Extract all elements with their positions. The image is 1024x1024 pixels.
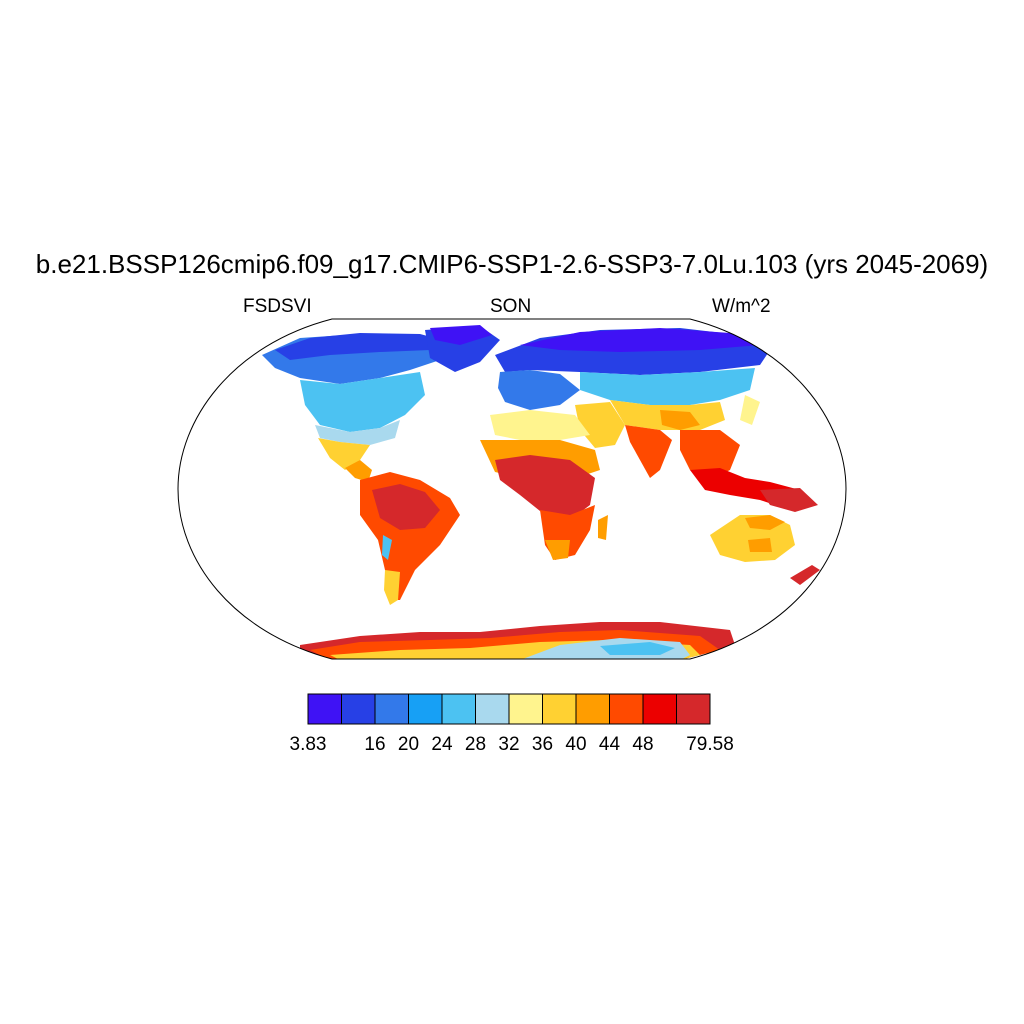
colorbar-tick-label: 3.83 <box>289 734 327 755</box>
north-america-south <box>315 420 400 445</box>
colorbar-tick-label: 20 <box>397 734 420 755</box>
australia-central <box>748 538 772 552</box>
colorbar-cell <box>508 693 543 725</box>
tibet <box>660 410 700 430</box>
central-america <box>345 460 372 482</box>
colorbar-tick-label: 48 <box>632 734 654 755</box>
north-america-arctic <box>275 333 450 360</box>
units-label: W/m^2 <box>712 296 771 317</box>
colorbar-cell <box>676 693 711 725</box>
land-layer <box>262 325 820 659</box>
map-title: b.e21.BSSP126cmip6.f09_g17.CMIP6-SSP1-2.… <box>35 249 989 279</box>
colorbar-tick-label: 36 <box>531 734 554 755</box>
colorbar-cell <box>575 693 610 725</box>
antarctica-interior-deep <box>600 642 675 655</box>
colorbar-tick-label: 28 <box>464 734 487 755</box>
colorbar-cell <box>341 693 376 725</box>
colorbar-tick-label: 79.58 <box>686 734 734 755</box>
colorbar-cell <box>441 693 476 725</box>
patagonia <box>384 570 400 605</box>
madagascar <box>598 515 608 540</box>
new-zealand <box>790 565 820 585</box>
colorbar-cell <box>408 693 443 725</box>
colorbar-tick-label: 40 <box>565 734 587 755</box>
greenland-north <box>430 325 492 345</box>
middle-east <box>575 402 625 448</box>
colorbar <box>307 693 711 725</box>
colorbar-tick-label: 24 <box>431 734 453 755</box>
australia-north <box>745 515 785 530</box>
africa-tip <box>545 540 570 560</box>
europe <box>498 370 580 410</box>
colorbar-cell <box>475 693 510 725</box>
andes-south <box>382 535 392 560</box>
season-label: SON <box>490 296 532 317</box>
southeast-asia <box>680 430 740 480</box>
japan <box>740 395 760 425</box>
north-america-mid <box>300 372 425 432</box>
colorbar-tick-label: 32 <box>498 734 520 755</box>
colorbar-tick-label: 16 <box>364 734 386 755</box>
globe-outline <box>177 318 847 660</box>
eurasia-arctic <box>520 328 760 352</box>
new-guinea <box>760 488 818 512</box>
africa-north <box>490 410 590 440</box>
india <box>625 425 672 478</box>
asia-mid <box>580 368 755 405</box>
colorbar-tick-label: 44 <box>598 734 621 755</box>
amazon <box>372 484 440 530</box>
colorbar-cell <box>542 693 577 725</box>
colorbar-cell <box>374 693 409 725</box>
colorbar-cell <box>642 693 677 725</box>
variable-label: FSDSVI <box>243 296 312 317</box>
colorbar-cell <box>609 693 644 725</box>
africa-central <box>495 455 595 520</box>
colorbar-cell <box>307 693 342 725</box>
